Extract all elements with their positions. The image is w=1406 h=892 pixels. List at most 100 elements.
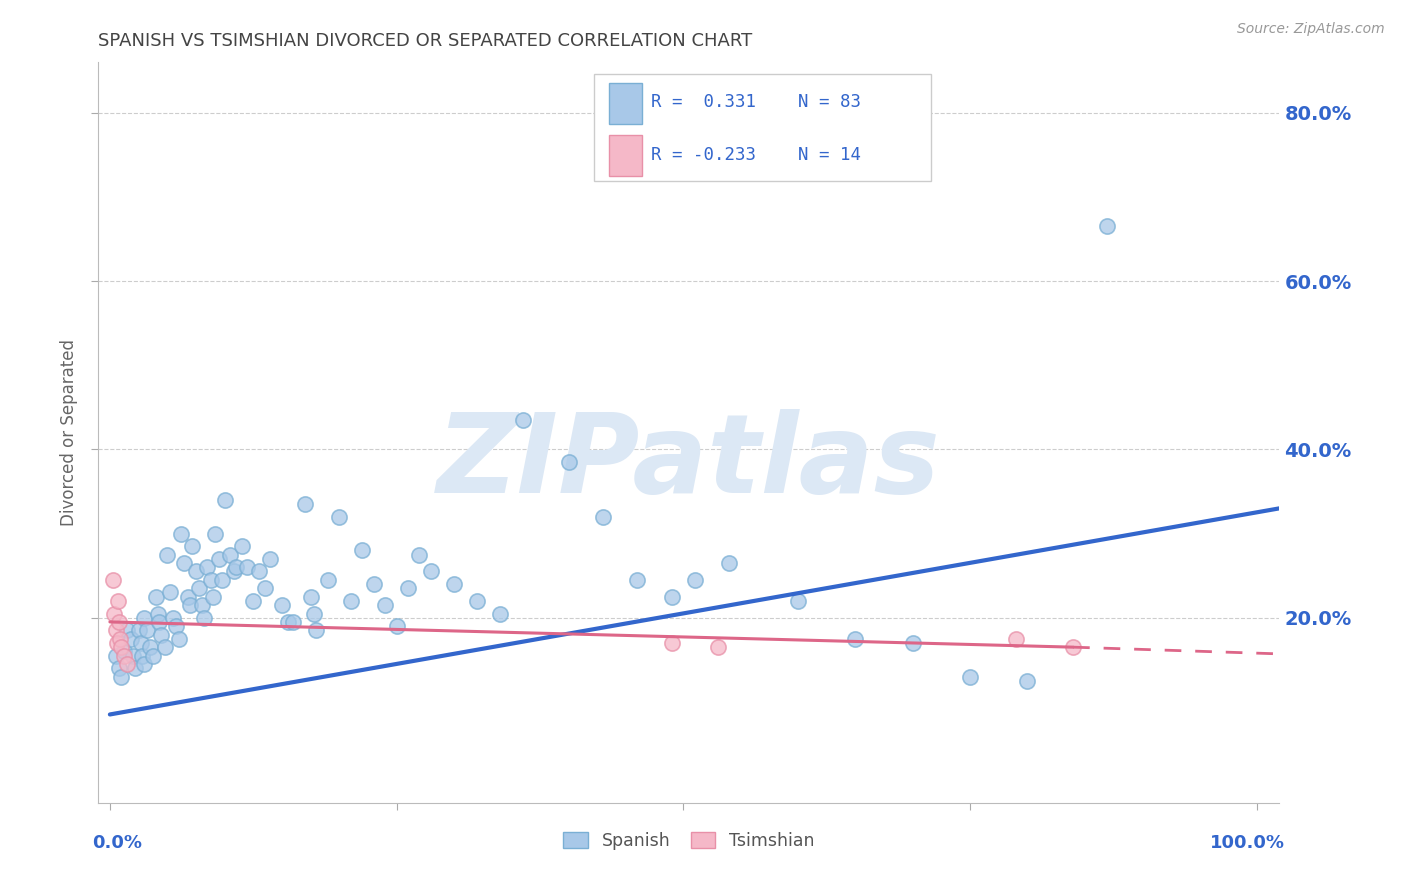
Point (339, 594, 361, 608)
Y-axis label: Divorced or Separated: Divorced or Separated (60, 339, 79, 526)
Point (108, 661, 131, 675)
Point (200, 573, 222, 587)
Point (305, 624, 328, 638)
Point (107, 594, 129, 608)
Point (150, 627, 173, 641)
Point (1004, 632, 1026, 646)
Legend: Spanish, Tsimshian: Spanish, Tsimshian (557, 825, 821, 857)
Point (128, 624, 150, 638)
Point (134, 657, 156, 671)
Text: R = -0.233    N = 14: R = -0.233 N = 14 (651, 146, 860, 164)
Point (242, 594, 264, 608)
Point (420, 565, 443, 579)
Point (170, 526, 193, 541)
Point (134, 610, 156, 624)
Point (959, 670, 981, 684)
Point (135, 624, 157, 638)
Point (104, 624, 127, 638)
Point (104, 648, 127, 663)
Point (316, 573, 339, 587)
Point (277, 615, 299, 629)
Point (208, 551, 231, 566)
Point (153, 640, 176, 655)
Point (103, 573, 125, 587)
Point (112, 648, 135, 663)
Point (204, 526, 226, 541)
Point (115, 657, 138, 671)
Point (124, 661, 146, 675)
Point (219, 548, 242, 562)
Point (1062, 640, 1084, 655)
Point (162, 610, 184, 624)
Point (236, 560, 259, 574)
Point (159, 585, 181, 599)
Point (374, 598, 396, 612)
Point (156, 548, 179, 562)
Point (363, 577, 385, 591)
Point (259, 551, 281, 566)
Point (408, 548, 430, 562)
Point (270, 598, 292, 612)
Point (706, 640, 728, 655)
Point (1097, 219, 1119, 234)
Text: 100.0%: 100.0% (1211, 834, 1285, 852)
Point (443, 577, 465, 591)
Point (901, 636, 924, 650)
Point (177, 590, 200, 604)
Point (105, 636, 128, 650)
Point (112, 644, 135, 658)
Text: 0.0%: 0.0% (93, 834, 142, 852)
Point (385, 619, 408, 633)
Point (328, 509, 350, 524)
Point (110, 640, 132, 655)
Point (231, 539, 253, 553)
Point (195, 560, 218, 574)
Point (131, 648, 153, 663)
Point (139, 640, 162, 655)
Point (103, 607, 125, 621)
Point (488, 607, 510, 621)
Point (108, 632, 131, 646)
Point (465, 594, 488, 608)
Point (247, 565, 270, 579)
Point (512, 413, 534, 427)
Point (302, 607, 325, 621)
Point (146, 607, 169, 621)
Point (626, 573, 648, 587)
Point (145, 590, 167, 604)
Text: Source: ZipAtlas.com: Source: ZipAtlas.com (1237, 22, 1385, 37)
Point (661, 636, 683, 650)
Point (844, 632, 866, 646)
Point (121, 648, 143, 663)
Point (167, 632, 190, 646)
Point (115, 624, 138, 638)
Text: R =  0.331    N = 83: R = 0.331 N = 83 (651, 93, 860, 111)
Point (173, 556, 195, 570)
Point (142, 648, 165, 663)
Point (188, 581, 211, 595)
Point (294, 497, 316, 511)
Point (211, 573, 233, 587)
FancyBboxPatch shape (609, 83, 641, 124)
Point (214, 492, 236, 507)
Point (202, 590, 225, 604)
Point (222, 565, 245, 579)
Point (190, 598, 212, 612)
Point (683, 573, 706, 587)
Point (253, 581, 276, 595)
Point (193, 610, 215, 624)
Point (592, 509, 614, 524)
Point (283, 615, 305, 629)
FancyBboxPatch shape (595, 73, 931, 181)
Point (396, 581, 419, 595)
FancyBboxPatch shape (609, 135, 641, 176)
Point (786, 594, 808, 608)
Text: SPANISH VS TSIMSHIAN DIVORCED OR SEPARATED CORRELATION CHART: SPANISH VS TSIMSHIAN DIVORCED OR SEPARAT… (98, 32, 752, 50)
Point (179, 598, 201, 612)
Point (557, 455, 579, 469)
Point (1017, 673, 1039, 688)
Point (110, 670, 132, 684)
Point (352, 543, 374, 558)
Point (129, 636, 152, 650)
Point (148, 615, 170, 629)
